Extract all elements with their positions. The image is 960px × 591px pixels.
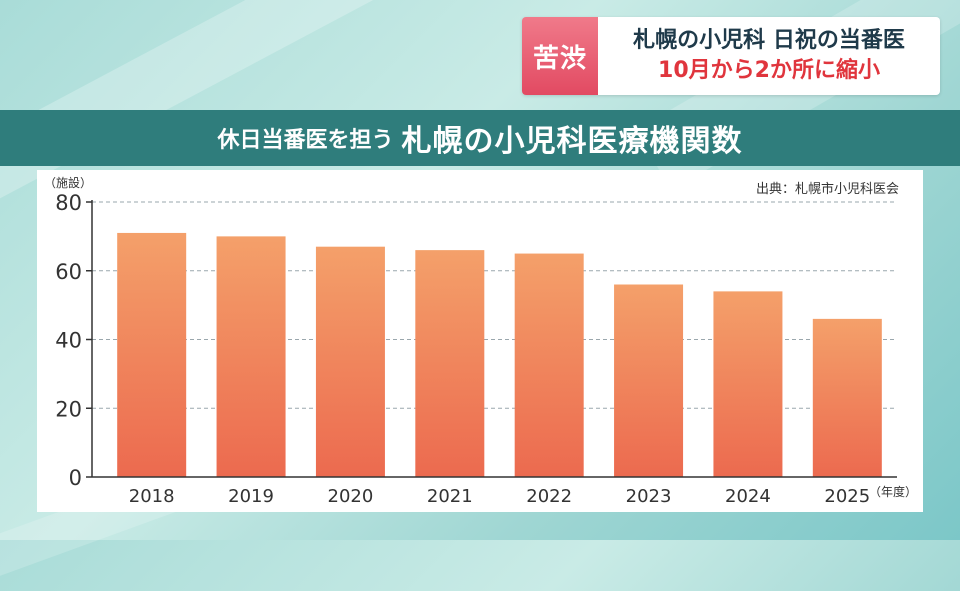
bar	[415, 250, 485, 477]
bar	[614, 284, 684, 477]
y-tick-label: 60	[55, 260, 82, 284]
x-tick-label: 2020	[328, 486, 374, 507]
x-axis-unit: （年度）	[869, 485, 918, 499]
y-axis-unit: （施設）	[44, 176, 93, 190]
headline-text: 札幌の小児科 日祝の当番医 10月から2か所に縮小	[598, 17, 940, 95]
bar	[514, 253, 584, 477]
source-note: 出典：札幌市小児科医会	[755, 182, 899, 197]
bar	[713, 291, 783, 477]
bar	[315, 246, 385, 477]
headline-tag: 苦渋	[522, 17, 598, 95]
x-tick-label: 2023	[626, 486, 672, 507]
title-band: 休日当番医を担う 札幌の小児科医療機関数	[0, 110, 960, 166]
y-tick-label: 20	[55, 397, 82, 421]
bar-chart: 0 20 40 60 80 2018 2019 2020 2021 2022 2023 2024 202…	[55, 191, 897, 507]
bar	[216, 236, 286, 477]
x-tick-label: 2022	[526, 486, 572, 507]
x-tick-label: 2025	[824, 486, 870, 507]
bar	[812, 318, 882, 477]
chart-panel: （施設） 出典：札幌市小児科医会 0 20 40 60 80 2018 2019 2020 20…	[37, 170, 923, 512]
headline-line2: 10月から2か所に縮小	[658, 58, 880, 83]
y-tick-label: 40	[55, 329, 82, 353]
headline-line1: 札幌の小児科 日祝の当番医	[633, 28, 905, 53]
title-prefix: 休日当番医を担う	[217, 128, 394, 153]
bar	[117, 232, 187, 477]
x-tick-label: 2024	[725, 486, 771, 507]
headline-box: 苦渋 札幌の小児科 日祝の当番医 10月から2か所に縮小	[522, 17, 940, 95]
chart-title: 札幌の小児科医療機関数	[401, 124, 743, 159]
y-tick-label: 0	[69, 466, 82, 490]
x-tick-label: 2021	[427, 486, 473, 507]
x-tick-label: 2018	[129, 486, 175, 507]
x-tick-label: 2019	[228, 486, 274, 507]
y-tick-label: 80	[55, 191, 82, 215]
